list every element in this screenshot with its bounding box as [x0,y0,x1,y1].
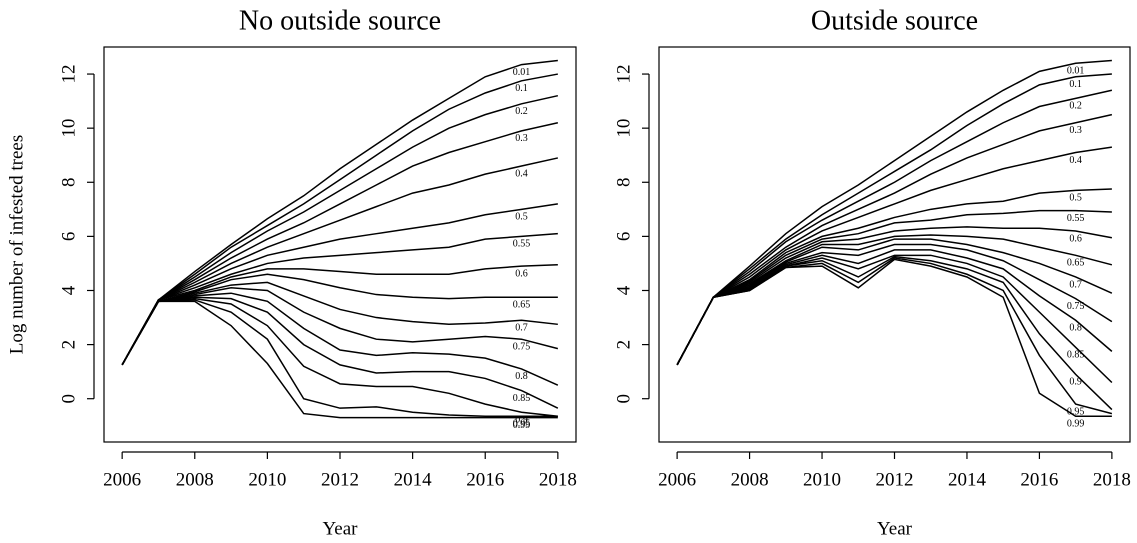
y-tick-label: 4 [58,285,79,295]
y-tick-label: 12 [58,65,79,84]
series-label: 0.2 [1069,101,1082,112]
chart-title: No outside source [239,5,441,36]
series-line [676,209,1112,366]
chart-title: Outside source [811,5,978,36]
y-tick-label: 0 [58,394,79,404]
y-tick-label: 8 [58,178,79,188]
x-tick-label: 2012 [321,469,359,490]
y-tick-label: 6 [58,232,79,242]
series-label: 0.9 [515,415,528,426]
series-label: 0.3 [1069,125,1082,136]
series-label: 0.1 [1069,79,1082,90]
series-line [121,264,558,366]
series-line [676,188,1112,366]
series-label: 0.7 [515,323,528,334]
series-line [676,254,1113,384]
y-tick-label: 10 [58,119,79,138]
series-line [676,243,1113,366]
series-label: 0.1 [515,83,528,94]
y-tick-label: 6 [613,232,634,242]
series-line [121,297,558,418]
plot-frame [103,46,577,443]
series-label: 0.85 [513,393,531,404]
series-line [676,226,1113,366]
series-line [676,255,1113,411]
series-label: 0.01 [513,67,531,78]
x-tick-label: 2006 [658,469,696,490]
series-line [121,296,559,409]
series-label: 0.8 [1069,323,1082,334]
series-label: 0.5 [1069,193,1082,204]
series-label: 0.85 [1067,350,1085,361]
series-line [121,287,559,366]
y-tick-label: 10 [613,119,634,138]
x-tick-label: 2018 [1093,469,1131,490]
series-line [676,113,1113,366]
y-tick-label: 2 [58,340,79,350]
series-line [121,281,558,366]
x-tick-label: 2006 [103,469,141,490]
series-label: 0.01 [1067,66,1085,77]
series-line [121,292,559,386]
series-label: 0.99 [513,420,531,431]
series-line [121,59,558,366]
series-label: 0.6 [1069,233,1082,244]
series-line [676,234,1113,366]
series-label: 0.55 [1067,213,1085,224]
series-line [121,299,558,418]
series-label: 0.2 [515,106,528,117]
series-label: 0.65 [1067,258,1085,269]
y-tick-label: 4 [613,285,634,295]
series-line [676,249,1113,366]
series-label: 0.9 [1069,377,1082,388]
series-label: 0.4 [1069,155,1082,166]
series-label: 0.75 [1067,301,1085,312]
series-label: 0.3 [515,133,528,144]
x-tick-label: 2018 [539,469,577,490]
x-tick-label: 2010 [248,469,286,490]
series-line [121,300,558,419]
series-line [121,232,558,366]
x-tick-label: 2008 [731,469,769,490]
series-label: 0.5 [515,212,528,223]
series-label: 0.95 [513,419,531,430]
y-tick-label: 0 [613,394,634,404]
x-axis-label: Year [322,518,358,539]
y-axis-label: Log number of infested trees [6,135,27,354]
series-label: 0.6 [515,268,528,279]
series-line [676,73,1112,366]
x-tick-label: 2016 [1020,469,1058,490]
series-label: 0.4 [515,168,528,179]
series-label: 0.65 [513,300,531,311]
y-tick-label: 12 [613,65,634,84]
x-axis-label: Year [877,518,913,539]
x-tick-label: 2014 [948,469,987,490]
x-tick-label: 2008 [176,469,214,490]
series-line [676,89,1113,366]
series-line [121,273,558,366]
series-line [676,59,1112,366]
series-label: 0.8 [515,371,528,382]
series-label: 0.7 [1069,279,1082,290]
series-line [121,73,558,366]
series-line [676,258,1112,418]
series-line [121,122,559,366]
x-tick-label: 2014 [394,469,433,490]
x-tick-label: 2012 [876,469,914,490]
series-label: 0.99 [1067,419,1085,430]
series-line [121,157,559,366]
y-tick-label: 8 [613,178,634,188]
series-line [676,238,1113,366]
series-line [121,203,558,366]
series-line [121,94,559,366]
series-label: 0.95 [1067,406,1085,417]
series-label: 0.55 [513,239,531,250]
x-tick-label: 2010 [803,469,841,490]
series-line [676,146,1112,366]
plot-frame [658,46,1131,443]
x-tick-label: 2016 [466,469,504,490]
y-tick-label: 2 [613,340,634,350]
series-label: 0.75 [513,341,531,352]
